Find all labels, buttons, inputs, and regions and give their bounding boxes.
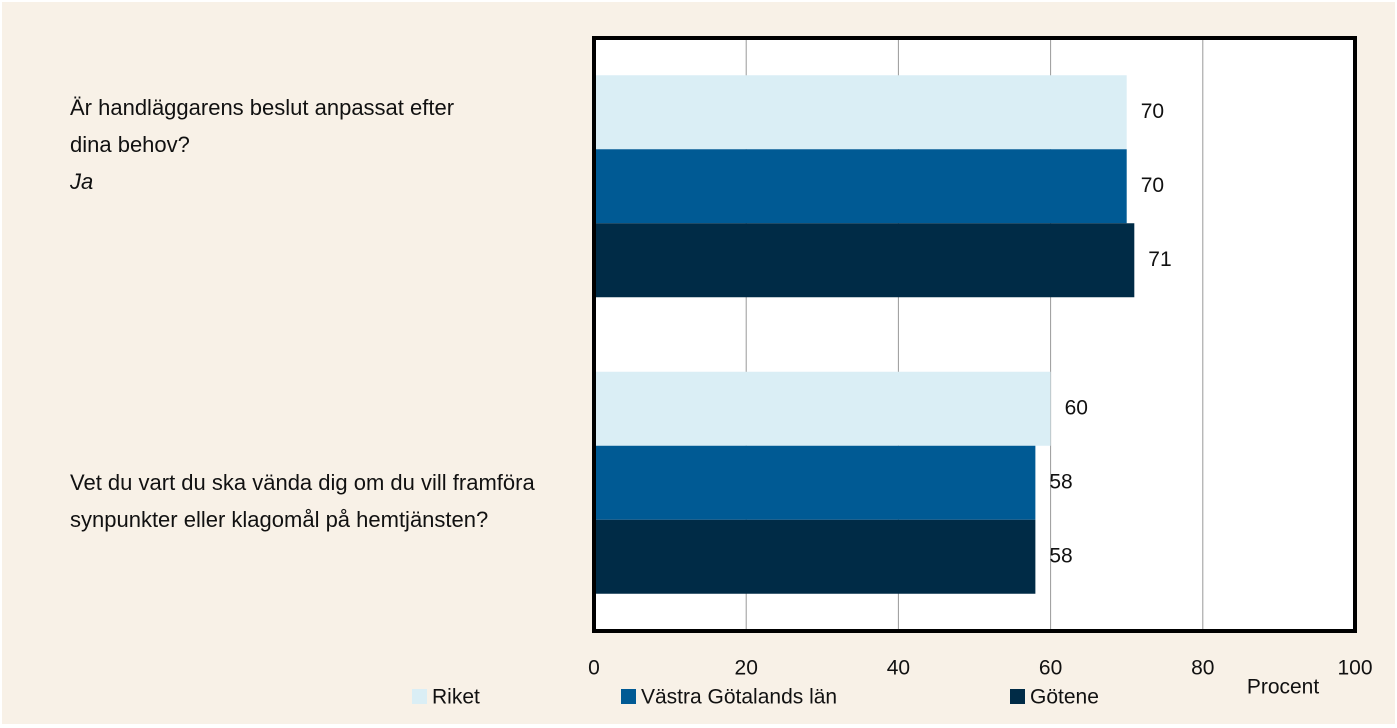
bar: [594, 519, 1036, 594]
category-label: Vet du vart du ska vända dig om du vill …: [70, 464, 540, 538]
bar: [594, 149, 1127, 224]
legend-swatch: [1010, 689, 1025, 704]
bar: [594, 75, 1127, 150]
legend-label: Västra Götalands län: [641, 686, 837, 709]
category-text: Vet du vart du ska vända dig om du vill …: [70, 470, 535, 532]
x-tick-label: 40: [887, 657, 910, 680]
value-label: 58: [1049, 470, 1072, 493]
bar: [594, 445, 1036, 520]
legend-swatch: [621, 689, 636, 704]
category-text: Är handläggarens beslut anpassat efter d…: [70, 95, 455, 157]
x-tick-label: 80: [1191, 657, 1214, 680]
category-label: Är handläggarens beslut anpassat efter d…: [70, 89, 540, 200]
value-label: 70: [1141, 100, 1164, 123]
x-tick-label: 100: [1337, 657, 1372, 680]
bar: [594, 371, 1051, 446]
legend-swatch: [412, 689, 427, 704]
x-axis-label: Procent: [1247, 676, 1320, 699]
x-tick-label: 20: [735, 657, 758, 680]
bar: [594, 223, 1135, 298]
plot-border: [592, 36, 1357, 633]
legend-label: Riket: [432, 686, 480, 709]
annotation: Ja: [70, 169, 94, 194]
value-label: 71: [1148, 248, 1171, 271]
value-label: 58: [1049, 544, 1072, 567]
value-label: 70: [1141, 174, 1164, 197]
x-tick-label: 0: [588, 657, 600, 680]
value-label: 60: [1065, 396, 1088, 419]
legend-label: Götene: [1030, 686, 1099, 709]
x-tick-label: 60: [1039, 657, 1062, 680]
